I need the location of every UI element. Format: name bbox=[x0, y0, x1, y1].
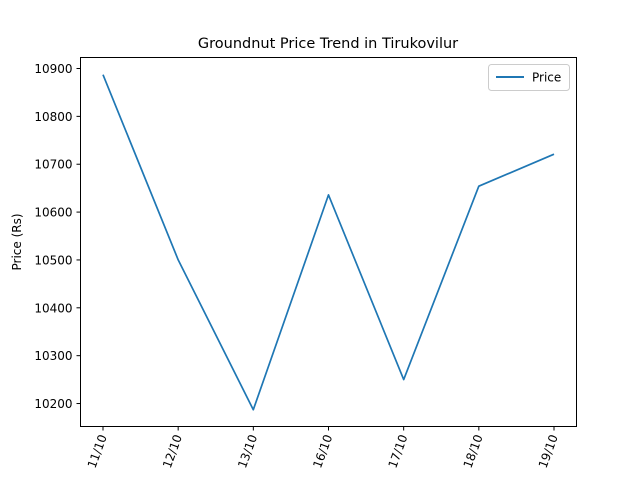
y-tick-label-10200: 10200 bbox=[34, 397, 72, 411]
y-tick-label-10700: 10700 bbox=[34, 158, 72, 172]
y-tick-label-10900: 10900 bbox=[34, 62, 72, 76]
legend: Price bbox=[488, 64, 570, 91]
legend-label-price: Price bbox=[532, 71, 561, 85]
y-axis: 10200 10300 10400 10500 10600 10700 10800 10900 bbox=[34, 62, 81, 411]
y-tick-label-10600: 10600 bbox=[34, 206, 72, 220]
y-tick-label-10400: 10400 bbox=[34, 301, 72, 315]
y-tick-label-10500: 10500 bbox=[34, 253, 72, 267]
plot-series bbox=[102, 74, 555, 411]
plot-frame bbox=[80, 57, 577, 427]
legend-box bbox=[488, 64, 570, 91]
y-tick-label-10800: 10800 bbox=[34, 110, 72, 124]
chart-title: Groundnut Price Trend in Tirukovilur bbox=[198, 36, 458, 52]
y-axis-label: Price (Rs) bbox=[10, 213, 24, 270]
y-tick-label-10300: 10300 bbox=[34, 349, 72, 363]
series-line-price bbox=[102, 74, 555, 411]
